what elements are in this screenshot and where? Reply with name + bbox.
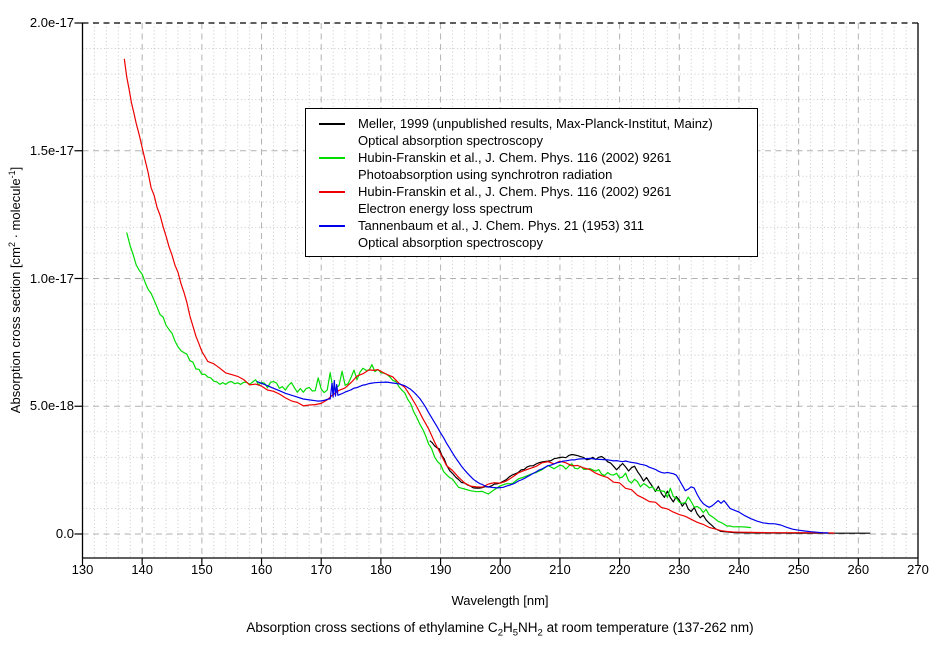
x-axis-title: Wavelength [nm]: [451, 593, 549, 608]
legend-method: Photoabsorption using synchrotron radiat…: [358, 167, 613, 182]
legend-citation: Tannenbaum et al., J. Chem. Phys. 21 (19…: [358, 218, 644, 233]
legend-line-sample-green: [319, 157, 345, 159]
legend-entry-meller: Meller, 1999 (unpublished results, Max-P…: [319, 115, 757, 149]
legend-line-sample-blue: [319, 225, 345, 227]
y-axis-title: Absorption cross section [cm2 · molecule…: [6, 166, 24, 414]
legend-method: Electron energy loss spectrum: [358, 201, 533, 216]
legend-entry-tannenbaum: Tannenbaum et al., J. Chem. Phys. 21 (19…: [319, 217, 757, 251]
legend-citation: Meller, 1999 (unpublished results, Max-P…: [358, 116, 713, 131]
series-tannenbaum-1953: [256, 380, 829, 534]
legend-box: Meller, 1999 (unpublished results, Max-P…: [305, 108, 758, 257]
legend-method: Optical absorption spectroscopy: [358, 133, 543, 148]
legend-entry-hubin-eels: Hubin-Franskin et al., J. Chem. Phys. 11…: [319, 183, 757, 217]
legend-entry-hubin-photoabsorption: Hubin-Franskin et al., J. Chem. Phys. 11…: [319, 149, 757, 183]
legend-citation: Hubin-Franskin et al., J. Chem. Phys. 11…: [358, 150, 672, 165]
series-hubin-franskin-eels: [123, 58, 835, 534]
series-meller-1999: [429, 440, 871, 534]
legend-line-sample-red: [319, 191, 345, 193]
chart-caption: Absorption cross sections of ethylamine …: [246, 620, 754, 639]
legend-line-sample-black: [319, 123, 345, 125]
legend-method: Optical absorption spectroscopy: [358, 235, 543, 250]
series-hubin-franskin-photoabsorption: [126, 232, 751, 529]
legend-citation: Hubin-Franskin et al., J. Chem. Phys. 11…: [358, 184, 672, 199]
